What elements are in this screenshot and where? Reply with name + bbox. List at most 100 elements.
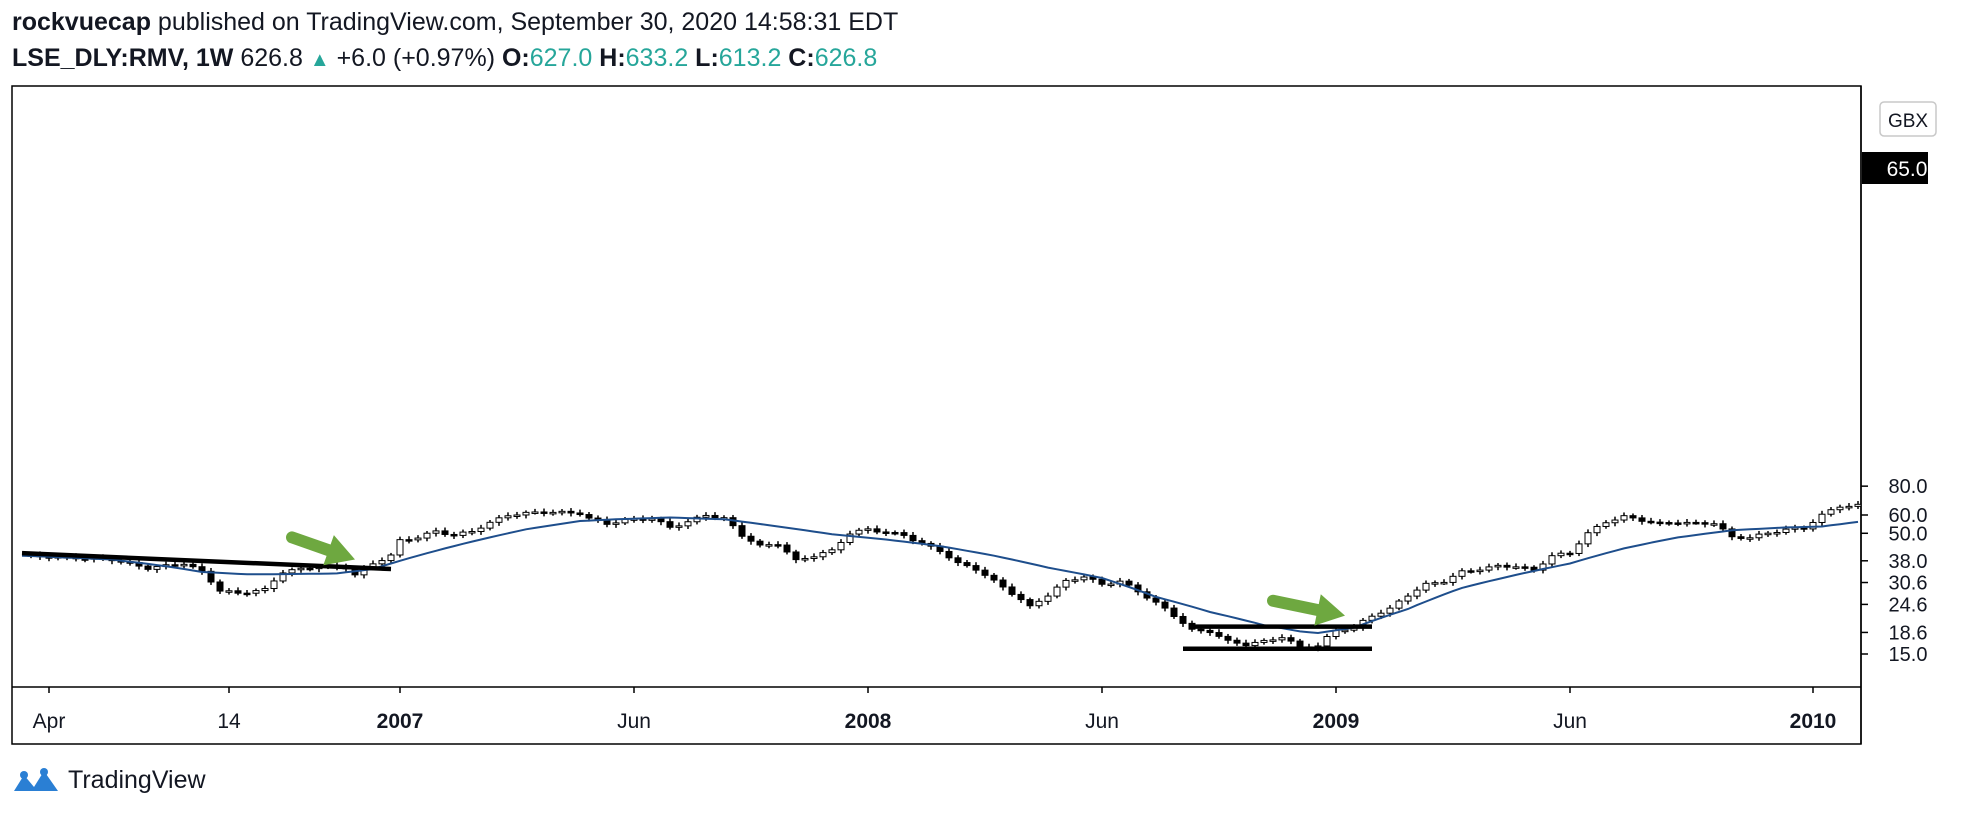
candle-body — [1836, 506, 1844, 511]
candle-body — [1242, 642, 1250, 647]
arrow-head — [1314, 594, 1345, 626]
candle-body — [801, 557, 809, 561]
candle-body — [864, 528, 872, 531]
candle-body — [1854, 503, 1862, 507]
candle-body — [1620, 515, 1628, 521]
candle-body — [1071, 579, 1079, 582]
candle-body — [1035, 600, 1043, 607]
footer-brand[interactable]: TradingView — [12, 766, 206, 795]
y-tick-label: 60.0 — [1889, 505, 1928, 527]
candle-body — [792, 551, 800, 561]
x-tick-label: 2009 — [1313, 710, 1360, 733]
candle-body — [1431, 582, 1439, 585]
candle-body — [747, 535, 755, 542]
candle-body — [567, 510, 575, 514]
y-tick-label: 15.0 — [1889, 644, 1928, 666]
candle-body — [558, 510, 566, 514]
candle-body — [954, 557, 962, 564]
candle-body — [1080, 576, 1088, 581]
candle-body — [1449, 575, 1457, 583]
up-arrow-icon: ▲ — [309, 49, 330, 71]
candle-body — [1782, 528, 1790, 534]
close-value: 626.8 — [814, 44, 878, 72]
candle-body — [243, 592, 251, 596]
candle-body — [297, 567, 305, 571]
y-tick-label: 30.6 — [1889, 573, 1928, 595]
candle-body — [828, 549, 836, 554]
candle-body — [1170, 607, 1178, 617]
candle-body — [1746, 537, 1754, 540]
candle-body — [387, 554, 395, 562]
candle-body — [1845, 505, 1853, 509]
candle-body — [711, 514, 719, 519]
y-tick-label: 38.0 — [1889, 551, 1928, 573]
candle-body — [270, 580, 278, 590]
candle-body — [1026, 599, 1034, 607]
candle-body — [1818, 513, 1826, 523]
candle-body — [1611, 519, 1619, 524]
low-label: L: — [695, 44, 719, 72]
candle-body — [1377, 612, 1385, 617]
candle-body — [1161, 601, 1169, 609]
candle-body — [1341, 629, 1349, 633]
x-tick-label: Jun — [1553, 710, 1587, 733]
candle-body — [1773, 532, 1781, 535]
candle-body — [1008, 586, 1016, 595]
x-tick-label: 2007 — [377, 710, 424, 733]
candle-body — [1386, 607, 1394, 614]
candle-body — [378, 560, 386, 565]
candle-body — [576, 512, 584, 516]
candle-body — [279, 572, 287, 582]
candle-body — [1728, 528, 1736, 538]
candle-body — [459, 531, 467, 536]
candle-body — [1107, 583, 1115, 587]
candle-body — [1197, 628, 1205, 632]
candle-body — [1719, 523, 1727, 530]
symbol-name: LSE_DLY:RMV, 1W — [12, 44, 234, 72]
candle-body — [171, 564, 179, 567]
x-tick-label: Apr — [33, 710, 66, 733]
tradingview-logo-icon — [14, 767, 58, 791]
candle-body — [1224, 635, 1232, 641]
candle-body — [261, 588, 269, 592]
candle-body — [891, 531, 899, 535]
candle-body — [1251, 641, 1259, 647]
candle-body — [1584, 532, 1592, 545]
candle-body — [1539, 563, 1547, 571]
currency-label: GBX — [1888, 111, 1928, 132]
candle-body — [1458, 570, 1466, 577]
arrow-head — [323, 535, 355, 566]
candle-body — [1467, 570, 1475, 573]
candle-body — [666, 521, 674, 528]
candle-body — [432, 530, 440, 534]
candle-body — [675, 525, 683, 528]
candle-body — [1395, 600, 1403, 609]
candle-body — [1440, 581, 1448, 585]
candle-body — [225, 590, 233, 593]
candle-body — [252, 590, 260, 594]
candle-body — [702, 514, 710, 518]
candle-body — [1287, 637, 1295, 642]
candle-body — [1296, 640, 1304, 648]
last-price-marker: 65.0 — [1862, 152, 1928, 184]
candle-body — [1557, 552, 1565, 557]
candle-body — [1179, 615, 1187, 624]
price-axis: 80.0 60.050.0 38.030.624.6 18.615.0 — [1861, 476, 1927, 666]
candle-body — [1701, 522, 1709, 525]
y-tick-label: 80.0 — [1889, 476, 1928, 498]
candle-body — [855, 529, 863, 535]
author-name: rockvuecap — [12, 8, 151, 36]
candle-body — [1566, 552, 1574, 556]
candle-body — [1062, 579, 1070, 588]
moving-average-line — [21, 516, 1859, 635]
candle-body — [774, 544, 782, 547]
candle-body — [765, 544, 773, 547]
published-text: published on TradingView.com, September … — [157, 8, 899, 36]
candle-body — [837, 541, 845, 551]
candle-body — [549, 511, 557, 515]
candle-body — [1152, 597, 1160, 603]
candle-body — [1125, 580, 1133, 586]
last-price: 626.8 — [240, 44, 303, 72]
candle-body — [810, 556, 818, 559]
